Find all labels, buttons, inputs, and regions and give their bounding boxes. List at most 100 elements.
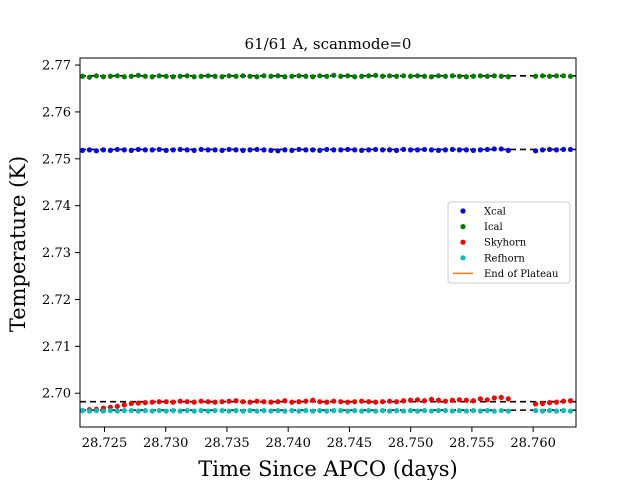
series-xcal [79,146,574,154]
data-point [275,399,281,405]
data-point [393,147,400,153]
data-point [114,408,120,414]
data-point [470,73,476,79]
x-tick-label: 28.760 [510,436,556,451]
data-point [142,400,148,406]
data-point [428,408,435,414]
y-tick-label: 2.76 [42,105,71,120]
data-point [345,146,351,153]
data-point [296,399,302,405]
data-point [414,397,421,403]
data-point [289,407,295,414]
x-tick-label: 28.740 [265,436,311,451]
data-point [212,147,218,153]
data-point [539,408,546,414]
legend-point-marker [460,208,466,214]
series-ical [79,72,574,80]
legend-label: Xcal [484,207,506,218]
data-point [449,408,456,414]
data-point [546,400,553,406]
data-point [435,407,442,414]
legend: Xcal Ical Skyhorn Refhorn End of Plateau [447,201,571,284]
data-point [532,407,539,414]
data-point [191,74,197,80]
y-tick-label: 2.71 [42,340,71,355]
data-point [317,147,323,153]
data-point [261,399,267,405]
data-point [373,146,379,153]
data-point [93,73,100,79]
data-point [289,147,295,153]
data-point [387,408,393,414]
data-point [477,73,483,79]
data-point [121,74,127,80]
legend-item: Xcal [460,207,506,218]
data-point [156,146,162,153]
data-point [163,147,169,153]
data-point [428,396,435,402]
data-point [373,399,379,405]
data-point [553,73,560,79]
data-point [212,73,218,79]
data-point [421,73,428,79]
data-point [435,397,442,403]
data-point [449,73,456,79]
legend-label: Skyhorn [484,238,527,249]
data-point [233,398,239,404]
data-point [170,147,176,153]
data-point [247,407,253,414]
data-point [177,408,183,414]
data-point [254,398,260,404]
data-point [128,400,134,407]
data-point [484,407,490,414]
data-point [247,399,253,405]
data-point [198,398,204,404]
data-point [156,407,162,414]
x-tick-label: 28.750 [388,436,434,451]
chart-title: 61/61 A, scanmode=0 [245,35,412,53]
data-point [163,399,169,405]
data-point [338,407,344,414]
data-point [414,147,421,153]
data-point [135,146,141,153]
data-point [428,74,435,80]
data-point [233,147,239,153]
data-point [567,146,574,153]
data-point [400,73,407,79]
data-point [331,407,337,414]
data-point [212,407,218,414]
data-point [275,148,281,154]
data-point [324,73,330,79]
data-point [449,146,456,153]
data-point [421,398,428,404]
y-tick-label: 2.73 [42,246,71,261]
data-point [79,73,86,79]
x-axis-label: Time Since APCO (days) [198,457,457,480]
data-point [380,407,386,414]
data-point [226,73,232,79]
legend-item: Ical [460,222,503,233]
data-point [121,147,127,153]
legend-item: Refhorn [460,253,525,264]
data-point [310,408,316,414]
data-point [184,73,190,79]
data-point [400,408,407,414]
data-point [345,399,351,405]
data-point [435,73,442,79]
data-point [303,407,309,414]
data-point [310,397,316,403]
data-point [177,398,183,404]
data-point [456,73,463,79]
data-point [463,408,469,414]
data-point [449,397,456,403]
data-point [456,397,463,403]
data-point [428,147,435,153]
data-point [505,396,511,402]
data-point [470,398,476,404]
y-tick-label: 2.74 [42,199,71,214]
data-point [373,408,379,414]
data-point [128,73,134,79]
series-refhorn [79,407,574,414]
data-point [400,398,407,404]
x-tick-label: 28.735 [204,436,250,451]
